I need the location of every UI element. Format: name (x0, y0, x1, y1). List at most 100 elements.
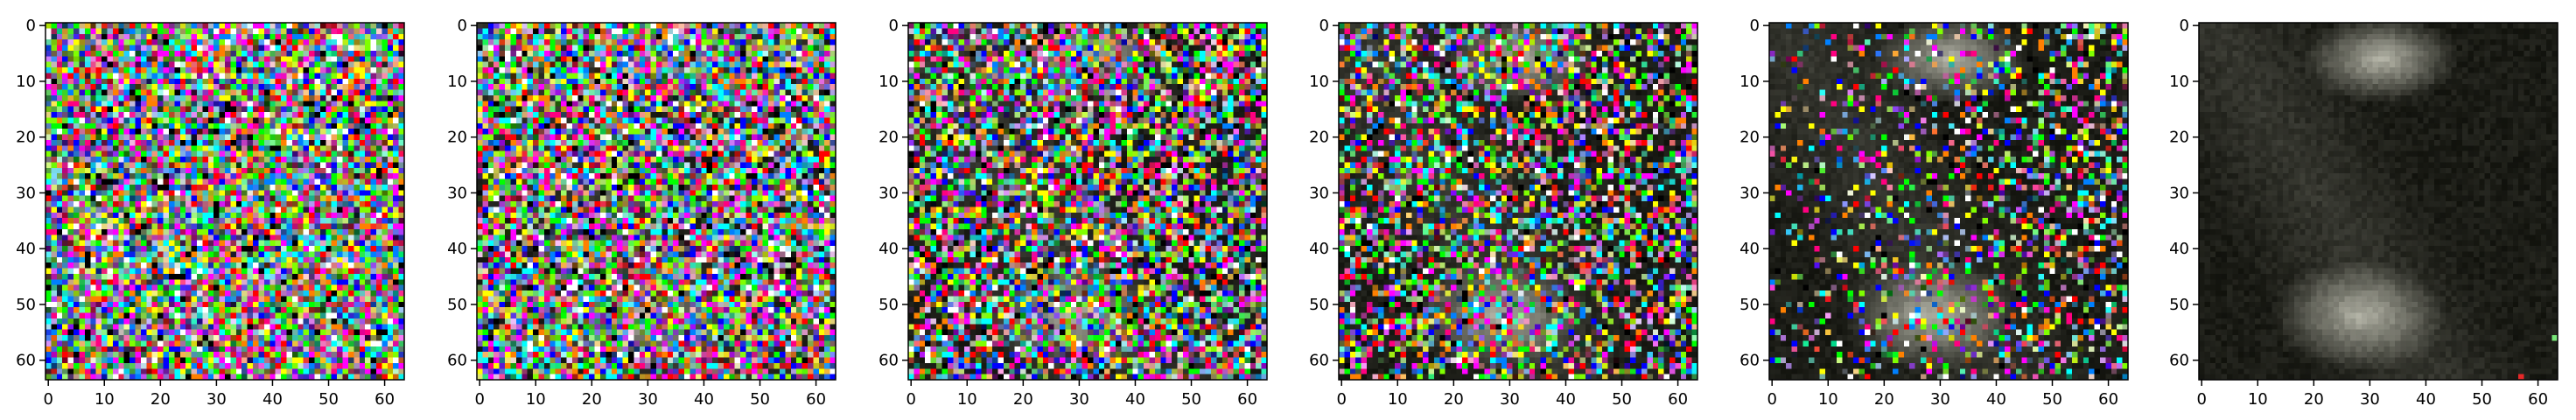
panel-3-image (908, 23, 1267, 380)
panel-2-ytick-label: 0 (458, 17, 467, 35)
panel-1-ytick-label: 30 (16, 184, 36, 202)
panel-6-ytick-label: 40 (2169, 240, 2189, 258)
panel-1-xtick-label: 60 (374, 390, 395, 409)
panel-6-image (2199, 23, 2558, 380)
panel-4-xtick-label: 60 (1668, 390, 1688, 409)
panel-2-ytick-label: 60 (447, 352, 467, 370)
panel-5-xtick-label: 30 (1930, 390, 1950, 409)
panel-4-frame (1338, 22, 1698, 381)
panel-2-ytick-label: 30 (447, 184, 467, 202)
panel-1-ytick-label: 50 (16, 296, 36, 314)
panel-4-ytick-label: 40 (1309, 240, 1329, 258)
panel-3-ytick-label: 10 (878, 73, 899, 91)
panel-5-xtick-label: 40 (1986, 390, 2006, 409)
panel-5-ytick-label: 0 (1750, 17, 1760, 35)
panel-4-ytick-label: 60 (1309, 352, 1329, 370)
panel-6-ytick-label: 20 (2169, 129, 2189, 147)
panel-4-ytick-label: 0 (1320, 17, 1329, 35)
panel-3-ytick-label: 50 (878, 296, 899, 314)
panel-4-ytick-label: 10 (1309, 73, 1329, 91)
panel-4-xtick-label: 10 (1388, 390, 1408, 409)
panel-4-ytick-label: 50 (1309, 296, 1329, 314)
panel-2-xtick-label: 10 (526, 390, 546, 409)
panel-3-xtick-label: 60 (1237, 390, 1257, 409)
panel-4-xtick-label: 0 (1336, 390, 1346, 409)
panel-4-xtick-label: 50 (1612, 390, 1632, 409)
panel-5-ytick-label: 40 (1740, 240, 1760, 258)
panel-5-xtick-label: 0 (1767, 390, 1776, 409)
panel-1-ytick-label: 20 (16, 129, 36, 147)
panel-5-ytick-label: 60 (1740, 352, 1760, 370)
panel-2-xtick-label: 50 (750, 390, 770, 409)
panel-2-ytick-label: 20 (447, 129, 467, 147)
panel-6-ytick-label: 50 (2169, 296, 2189, 314)
panel-1-image (46, 23, 404, 380)
panel-2-xtick-label: 0 (474, 390, 484, 409)
panel-1-xtick-label: 40 (262, 390, 283, 409)
panel-5-ytick-label: 30 (1740, 184, 1760, 202)
panel-1-xtick-label: 50 (318, 390, 339, 409)
panel-6-xtick-label: 10 (2248, 390, 2268, 409)
panel-3-ytick-label: 60 (878, 352, 899, 370)
panel-6-ytick-label: 0 (2180, 17, 2189, 35)
panel-4-xtick-label: 30 (1500, 390, 1520, 409)
panel-4-ytick-label: 20 (1309, 129, 1329, 147)
panel-6-ytick-label: 10 (2169, 73, 2189, 91)
panel-6-xtick-label: 40 (2416, 390, 2436, 409)
panel-6-xtick-label: 60 (2528, 390, 2548, 409)
panel-5-ytick-label: 10 (1740, 73, 1760, 91)
panel-2-ytick-label: 10 (447, 73, 467, 91)
panel-1-xtick-label: 10 (94, 390, 115, 409)
panel-5-xtick-label: 50 (2042, 390, 2062, 409)
panel-5-xtick-label: 10 (1818, 390, 1838, 409)
panel-4-image (1339, 23, 1698, 380)
panel-2-xtick-label: 20 (582, 390, 602, 409)
panel-1-ytick-label: 40 (16, 240, 36, 258)
panel-1-ytick-label: 60 (16, 352, 36, 370)
panel-3-ytick-label: 40 (878, 240, 899, 258)
panel-3-xtick-label: 10 (957, 390, 977, 409)
panel-2-xtick-label: 60 (806, 390, 826, 409)
panel-3-ytick-label: 30 (878, 184, 899, 202)
panel-1-ytick-label: 10 (16, 73, 36, 91)
panel-6-ytick-label: 30 (2169, 184, 2189, 202)
panel-6-xtick-label: 30 (2360, 390, 2380, 409)
panel-1-xtick-label: 0 (43, 390, 52, 409)
panel-3-xtick-label: 40 (1125, 390, 1145, 409)
panel-5-ytick-label: 50 (1740, 296, 1760, 314)
panel-1: 0 10 20 30 40 50 60 0 10 20 30 40 50 60 (16, 17, 405, 409)
panel-6: 0 10 20 30 40 50 60 0 10 20 30 40 50 60 (2169, 17, 2558, 409)
panel-5-image (1769, 23, 2128, 380)
panel-2-frame (476, 22, 836, 381)
panel-3: 0 10 20 30 40 50 60 0 10 20 30 40 50 60 (878, 17, 1268, 409)
panel-3-frame (907, 22, 1268, 381)
panel-6-ytick-label: 60 (2169, 352, 2189, 370)
panel-6-xtick-label: 50 (2472, 390, 2492, 409)
panel-3-xtick-label: 30 (1069, 390, 1089, 409)
panel-4-xtick-label: 20 (1444, 390, 1464, 409)
panel-4-xtick-label: 40 (1556, 390, 1576, 409)
panel-2-ytick-label: 50 (447, 296, 467, 314)
panel-2: 0 10 20 30 40 50 60 0 10 20 30 40 50 60 (447, 17, 836, 409)
panel-3-ytick-label: 20 (878, 129, 899, 147)
panel-2-image (477, 23, 836, 380)
panel-4-ytick-label: 30 (1309, 184, 1329, 202)
panel-1-frame (45, 22, 405, 381)
panel-5: 0 10 20 30 40 50 60 0 10 20 30 40 50 60 (1740, 17, 2129, 409)
panel-3-xtick-label: 20 (1013, 390, 1033, 409)
panel-5-ytick-label: 20 (1740, 129, 1760, 147)
panel-3-xtick-label: 0 (906, 390, 915, 409)
panel-4: 0 10 20 30 40 50 60 0 10 20 30 40 50 60 (1309, 17, 1698, 409)
panel-2-xtick-label: 30 (638, 390, 658, 409)
panel-1-xtick-label: 30 (206, 390, 227, 409)
panel-2-xtick-label: 40 (694, 390, 714, 409)
panel-5-xtick-label: 20 (1874, 390, 1894, 409)
panel-5-xtick-label: 60 (2098, 390, 2118, 409)
panel-3-ytick-label: 0 (889, 17, 899, 35)
panel-3-xtick-label: 50 (1181, 390, 1201, 409)
panel-6-frame (2198, 22, 2558, 381)
panel-2-ytick-label: 40 (447, 240, 467, 258)
panel-5-frame (1768, 22, 2129, 381)
panel-1-ytick-label: 0 (26, 17, 36, 35)
